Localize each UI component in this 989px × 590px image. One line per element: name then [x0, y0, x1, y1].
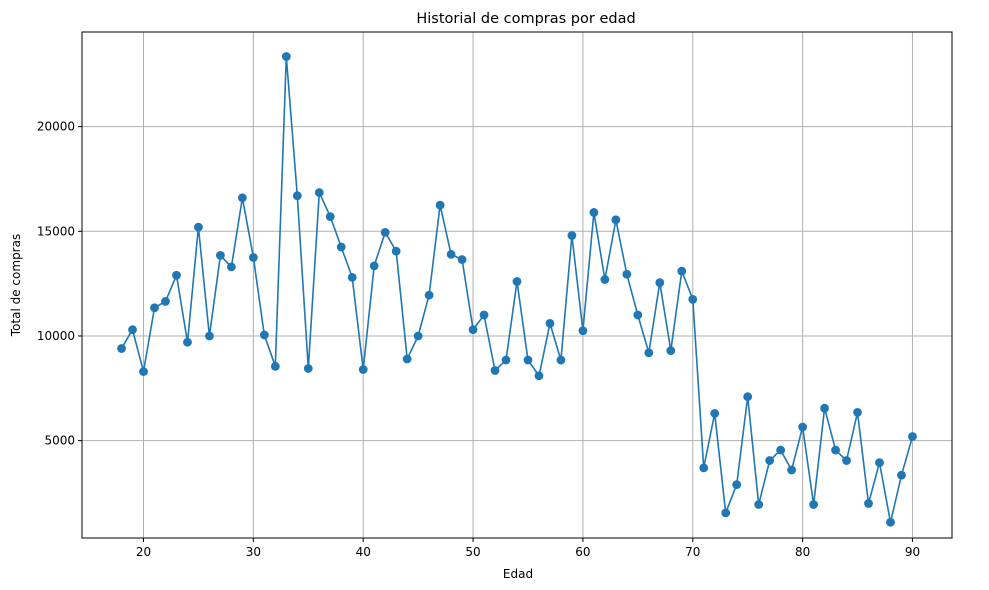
- data-point: [325, 212, 335, 222]
- data-point: [809, 500, 818, 509]
- data-point: [611, 215, 621, 225]
- data-point: [468, 325, 478, 335]
- data-point: [237, 193, 247, 203]
- y-tick-label: 5000: [44, 434, 75, 448]
- y-axis-label: Total de compras: [9, 234, 23, 337]
- x-tick-label: 40: [356, 545, 371, 559]
- x-tick-label: 50: [465, 545, 480, 559]
- data-point: [908, 432, 917, 441]
- data-point: [259, 330, 269, 340]
- data-point: [369, 261, 379, 271]
- data-point: [875, 458, 884, 468]
- data-point: [798, 422, 808, 432]
- data-point: [578, 326, 588, 336]
- x-tick-label: 90: [905, 545, 920, 559]
- data-point: [446, 249, 456, 259]
- data-point: [402, 354, 412, 364]
- x-tick-label: 80: [795, 545, 810, 559]
- data-point: [117, 344, 126, 353]
- data-point: [292, 191, 302, 201]
- y-axis-ticks: 5000 10000 15000 20000: [37, 120, 82, 448]
- data-point: [248, 253, 258, 262]
- data-point: [490, 366, 500, 375]
- data-point: [226, 262, 236, 272]
- y-tick-label: 10000: [37, 329, 75, 343]
- data-point: [864, 499, 873, 508]
- data-point: [787, 465, 797, 475]
- data-point: [600, 275, 610, 284]
- data-point: [567, 231, 577, 240]
- x-axis-label: Edad: [503, 567, 533, 581]
- data-point: [743, 392, 753, 402]
- axes-frame: [81, 31, 953, 539]
- x-axis-ticks: 20 30 40 50 60 70 80 90: [136, 538, 920, 559]
- x-tick-label: 20: [136, 545, 151, 559]
- data-point: [699, 463, 709, 473]
- grid: [82, 32, 952, 538]
- data-point: [216, 250, 225, 260]
- data-point: [633, 310, 643, 320]
- data-point: [886, 517, 895, 527]
- data-point: [820, 403, 829, 413]
- data-point: [512, 277, 522, 286]
- data-point: [666, 346, 676, 356]
- data-point: [281, 52, 291, 61]
- data-point: [710, 409, 720, 418]
- y-tick-label: 20000: [37, 120, 75, 134]
- data-point: [424, 290, 434, 300]
- data-point: [589, 208, 599, 217]
- data-point: [534, 371, 544, 381]
- x-tick-label: 70: [685, 545, 700, 559]
- data-point: [391, 246, 401, 256]
- data-point: [556, 355, 566, 365]
- data-point: [523, 355, 533, 365]
- data-point: [721, 508, 731, 518]
- data-point: [776, 445, 786, 455]
- data-point: [644, 348, 654, 358]
- data-point: [732, 480, 742, 490]
- data-point: [161, 297, 170, 306]
- data-point: [194, 222, 203, 232]
- data-point: [172, 270, 181, 280]
- data-point: [139, 367, 148, 376]
- data-point: [314, 188, 324, 197]
- data-point: [831, 445, 840, 455]
- data-point: [435, 200, 445, 210]
- data-point: [128, 325, 137, 335]
- x-tick-label: 60: [575, 545, 590, 559]
- data-point: [183, 337, 192, 347]
- data-point: [413, 331, 423, 341]
- data-point: [842, 456, 851, 465]
- data-point: [765, 456, 775, 465]
- data-point: [479, 310, 489, 320]
- series-layer: [117, 52, 917, 527]
- data-point: [270, 361, 280, 371]
- chart-title: Historial de compras por edad: [416, 11, 635, 27]
- data-point: [853, 407, 862, 417]
- data-point: [655, 278, 665, 287]
- data-point: [347, 272, 357, 282]
- data-point: [303, 364, 313, 373]
- data-point: [677, 266, 687, 276]
- data-point: [150, 303, 159, 313]
- data-point: [501, 355, 511, 365]
- data-point: [358, 365, 368, 374]
- data-point: [754, 500, 764, 509]
- data-point: [622, 269, 632, 279]
- data-point: [688, 294, 698, 304]
- data-point: [336, 242, 346, 252]
- data-point: [205, 331, 214, 341]
- x-tick-label: 30: [246, 545, 261, 559]
- data-point: [897, 470, 906, 480]
- data-point: [545, 319, 555, 328]
- data-point: [457, 255, 467, 264]
- data-point: [380, 227, 390, 237]
- y-tick-label: 15000: [37, 224, 75, 238]
